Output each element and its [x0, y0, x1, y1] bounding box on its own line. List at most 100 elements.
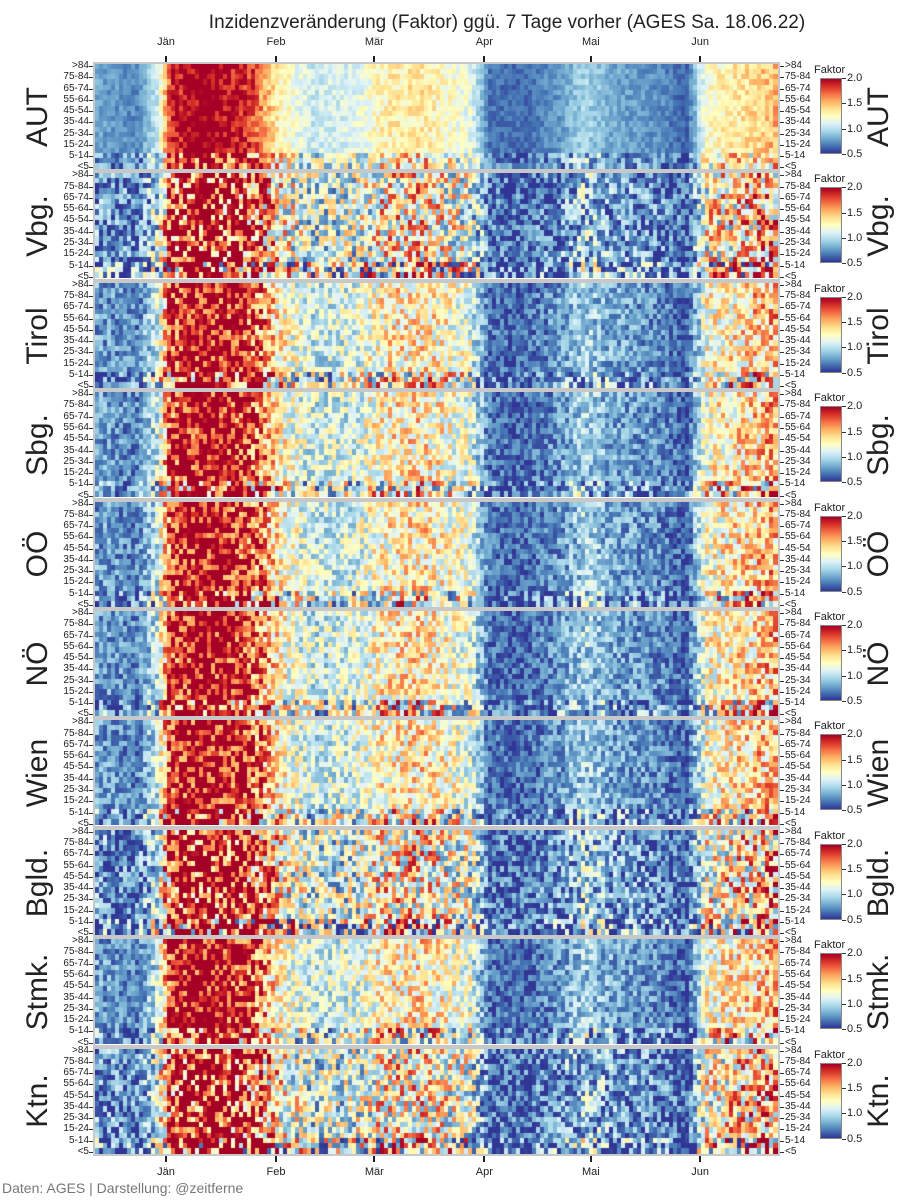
age-tick-right [780, 658, 784, 660]
colorbar-tick-label: 1.0 [847, 341, 863, 354]
colorbar [820, 296, 842, 373]
region-label-right: OÖ [862, 530, 895, 578]
age-tick-left [89, 307, 93, 309]
age-label-left: 15-24 [63, 138, 89, 150]
colorbar-tick [842, 347, 846, 349]
age-tick-left [89, 495, 93, 497]
age-tick-right [780, 450, 784, 452]
age-tick-left [89, 197, 93, 199]
age-label-right: 65-74 [785, 520, 811, 532]
age-label-left: <5 [77, 270, 89, 282]
age-tick-right [780, 680, 784, 682]
age-label-left: 55-64 [63, 312, 89, 324]
panel-frame [93, 390, 780, 500]
age-label-right: >84 [785, 278, 802, 290]
age-label-left: 35-44 [63, 335, 89, 347]
age-label-left: 75-84 [63, 399, 89, 411]
age-label-left: 15-24 [63, 1123, 89, 1135]
age-label-right: 65-74 [785, 848, 811, 860]
age-label-right: 55-64 [785, 203, 811, 215]
age-label-right: 35-44 [785, 772, 811, 784]
age-tick-left [89, 941, 93, 943]
age-tick-right [780, 963, 784, 965]
age-tick-right [780, 1073, 784, 1075]
age-label-right: <5 [785, 927, 797, 939]
panel-frame [93, 171, 780, 281]
heatmap-panel-ktn [95, 1048, 778, 1154]
age-label-left: 25-34 [63, 455, 89, 467]
colorbar-tick-label: 0.5 [847, 148, 863, 160]
heatmap-panel-sbg [95, 392, 778, 498]
month-label-top: Mai [581, 36, 600, 48]
age-label-left: 55-64 [63, 422, 89, 433]
heatmap-panel-wien [95, 720, 778, 826]
age-tick-right [780, 646, 784, 648]
age-tick-left [89, 394, 93, 396]
age-label-right: 45-54 [785, 323, 811, 335]
age-label-left: 25-34 [63, 674, 89, 686]
region-label-left: Wien [21, 738, 54, 808]
age-label-left: 45-54 [63, 980, 89, 992]
age-tick-left [89, 526, 93, 528]
age-tick-left [89, 559, 93, 561]
age-tick-left [89, 876, 93, 878]
age-tick-right [780, 691, 784, 693]
age-tick-right [780, 394, 784, 396]
age-label-left: 15-24 [63, 1014, 89, 1026]
age-tick-left [89, 843, 93, 845]
panel-frame [93, 1046, 780, 1156]
age-tick-right [780, 1061, 784, 1063]
colorbar-tick-label: 1.0 [847, 779, 863, 792]
age-label-left: 35-44 [63, 772, 89, 784]
month-tick-top [483, 56, 486, 62]
age-tick-left [89, 910, 93, 912]
month-tick-top [373, 56, 376, 62]
colorbar-tick-label: 0.5 [847, 913, 863, 926]
age-tick-left [89, 613, 93, 614]
age-tick-left [89, 374, 93, 376]
age-label-right: 25-34 [785, 893, 811, 905]
age-label-right: 5-14 [785, 915, 806, 927]
age-tick-left [89, 66, 93, 67]
age-label-right: 35-44 [785, 663, 811, 675]
age-tick-right [780, 341, 784, 343]
age-tick-left [89, 363, 93, 365]
age-label-left: 65-74 [63, 410, 89, 422]
age-tick-left [89, 823, 93, 825]
age-label-left: 75-84 [63, 727, 89, 739]
age-label-right: <5 [785, 270, 797, 282]
colorbar-tick [842, 128, 846, 130]
colorbar-tick [842, 406, 846, 408]
age-tick-right [780, 416, 784, 418]
age-label-left: <5 [77, 1036, 89, 1048]
age-label-right: 15-24 [785, 1014, 811, 1026]
age-label-left: 5-14 [68, 1134, 89, 1146]
colorbar-tick [842, 372, 846, 374]
age-tick-right [780, 744, 784, 746]
age-tick-right [780, 284, 784, 286]
age-tick-left [89, 416, 93, 418]
month-label-bottom: Apr [475, 1166, 493, 1178]
age-tick-left [89, 77, 93, 79]
age-tick-right [780, 823, 784, 825]
age-tick-right [780, 876, 784, 878]
age-label-left: 55-64 [63, 93, 89, 105]
age-label-right: 55-64 [785, 531, 811, 543]
age-tick-left [89, 733, 93, 735]
age-label-left: <5 [77, 161, 89, 173]
age-label-left: 25-34 [63, 565, 89, 577]
age-label-right: >84 [785, 607, 802, 618]
colorbar-tick-label: 1.0 [847, 450, 863, 463]
age-tick-left [89, 329, 93, 331]
age-tick-left [89, 921, 93, 923]
age-label-right: 5-14 [785, 368, 806, 380]
colorbar-tick [842, 701, 846, 702]
age-label-left: 75-84 [63, 1055, 89, 1067]
age-label-right: 45-54 [785, 870, 811, 882]
age-tick-left [89, 635, 93, 637]
age-tick-right [780, 526, 784, 528]
age-tick-right [780, 921, 784, 923]
age-tick-right [780, 503, 784, 505]
age-label-left: <5 [77, 1146, 89, 1157]
panel-frame [93, 718, 780, 828]
